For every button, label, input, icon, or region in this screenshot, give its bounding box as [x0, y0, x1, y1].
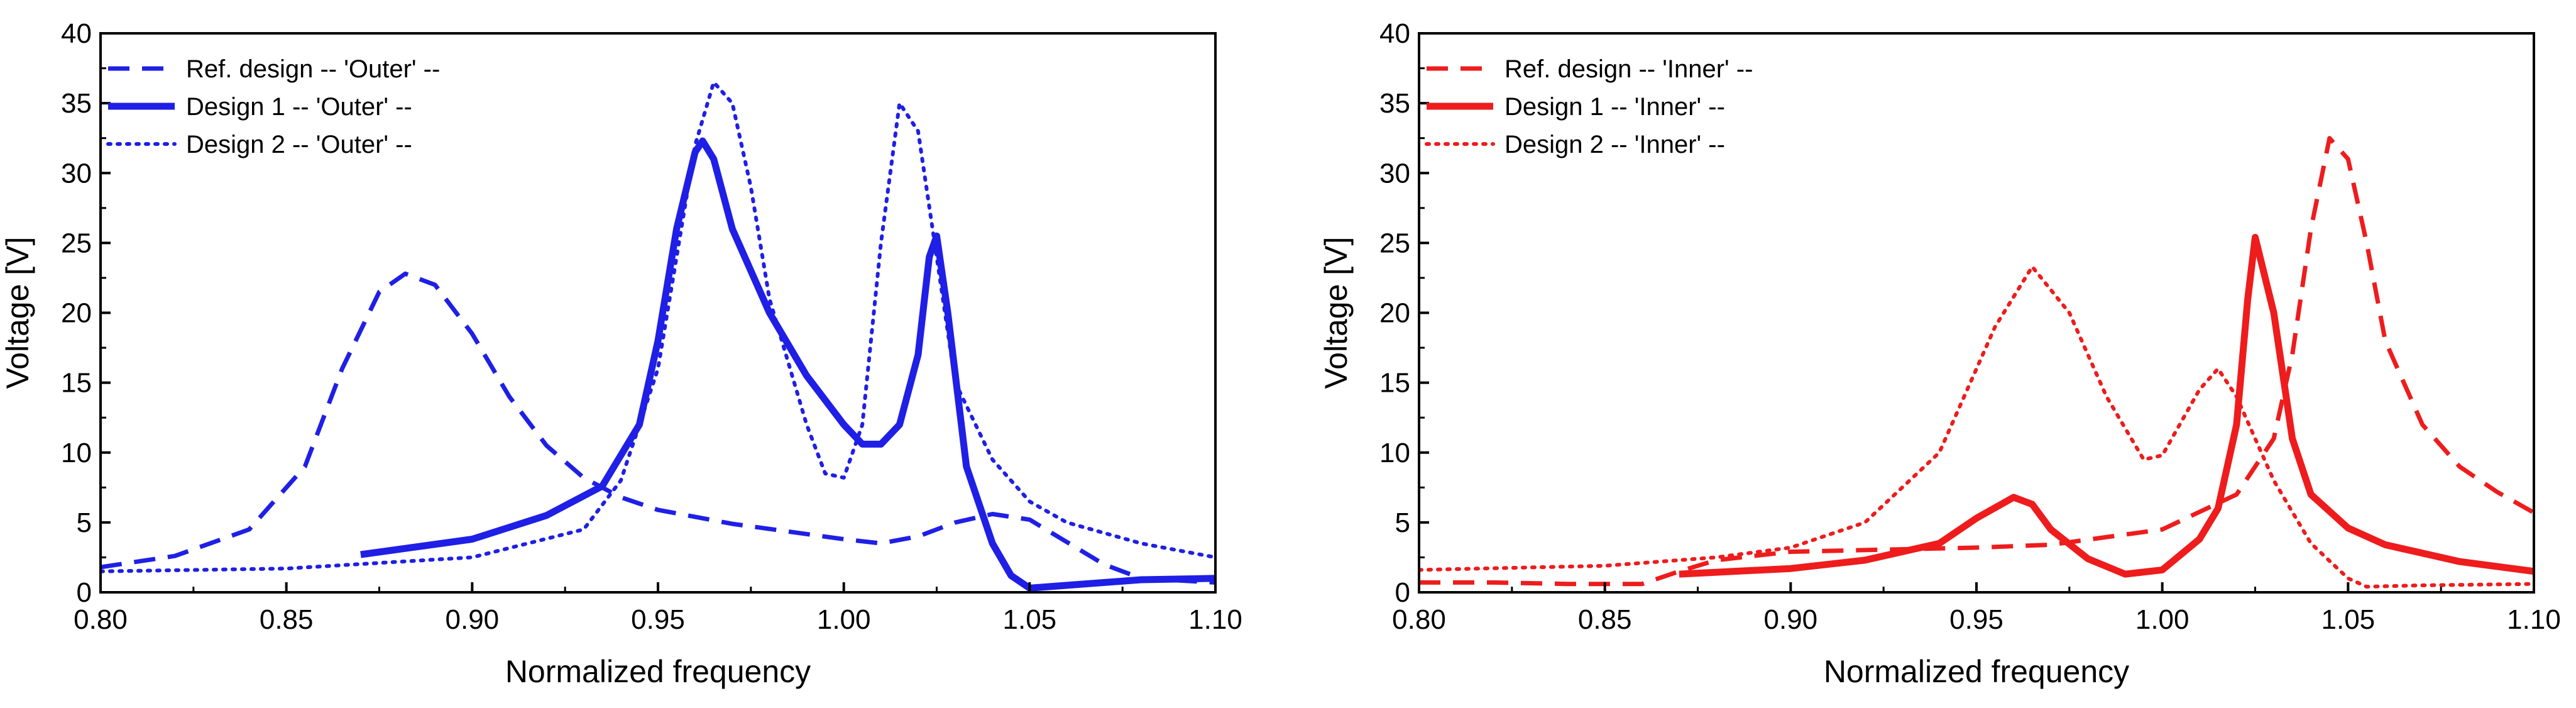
legend: Ref. design -- 'Outer' -- Design 1 -- 'Ou…	[106, 55, 440, 158]
y-axis-title: Voltage [V]	[1318, 237, 1354, 389]
y-tick-label: 30	[61, 158, 92, 189]
series-line-solid	[1679, 234, 2534, 578]
y-tick-label: 40	[1379, 18, 1410, 49]
x-tick-label: 0.90	[446, 604, 500, 635]
x-tick-label: 0.90	[1764, 604, 1818, 635]
series-group	[101, 80, 1215, 592]
y-tick-label: 5	[1395, 507, 1410, 538]
y-tick-label: 30	[1379, 158, 1410, 189]
y-tick-label: 20	[61, 298, 92, 329]
legend-label: Design 1 -- 'Outer' --	[186, 93, 412, 121]
legend-label: Design 2 -- 'Outer' --	[186, 131, 412, 158]
y-tick-label: 10	[1379, 438, 1410, 468]
x-tick-label: 1.00	[2135, 604, 2190, 635]
x-tick-label: 0.80	[1392, 604, 1446, 635]
legend-label: Design 2 -- 'Inner' --	[1504, 131, 1725, 158]
y-tick-label: 15	[61, 368, 92, 399]
series-line-dashed	[101, 271, 1215, 585]
legend-label: Design 1 -- 'Inner' --	[1504, 93, 1725, 121]
y-tick-label: 0	[77, 577, 92, 608]
x-tick-label: 1.10	[2507, 604, 2561, 635]
series-line-dotted	[1419, 265, 2534, 589]
x-tick-label: 0.80	[74, 604, 128, 635]
chart-inner: 0.80 0.85 0.90 0.95 1.00 1.05 1.10 0 5 10 15 20 25 30…	[1318, 18, 2561, 689]
x-axis-title: Normalized frequency	[1824, 654, 2129, 689]
x-tick-label: 1.05	[1003, 604, 1057, 635]
series-group	[1419, 136, 2534, 589]
y-tick-label: 15	[1379, 368, 1410, 399]
series-line-solid	[360, 137, 1215, 592]
series-line-dashed	[1419, 136, 2534, 587]
y-tick-label: 25	[61, 228, 92, 258]
y-tick-label: 35	[61, 88, 92, 119]
legend: Ref. design -- 'Inner' -- Design 1 -- 'In…	[1425, 55, 1753, 158]
x-tick-label: 0.95	[1949, 604, 2003, 635]
y-tick-label: 10	[61, 438, 92, 468]
x-tick-label: 1.00	[817, 604, 871, 635]
y-tick-label: 40	[61, 18, 92, 49]
y-tick-label: 0	[1395, 577, 1410, 608]
series-line-dotted	[101, 80, 1215, 573]
y-tick-label: 25	[1379, 228, 1410, 258]
x-tick-label: 1.05	[2321, 604, 2376, 635]
y-tick-label: 20	[1379, 298, 1410, 329]
chart-outer: 0.80 0.85 0.90 0.95 1.00 1.05 1.10 0 5 10 15 20 25 30…	[0, 18, 1242, 689]
y-tick-label: 5	[77, 507, 92, 538]
y-tick-label: 35	[1379, 88, 1410, 119]
y-axis-title: Voltage [V]	[0, 237, 35, 389]
x-axis-title: Normalized frequency	[505, 654, 811, 689]
legend-label: Ref. design -- 'Inner' --	[1504, 55, 1753, 83]
x-tick-label: 0.85	[260, 604, 314, 635]
x-tick-label: 0.85	[1578, 604, 1632, 635]
x-tick-label: 1.10	[1188, 604, 1242, 635]
legend-label: Ref. design -- 'Outer' --	[186, 55, 440, 83]
x-tick-label: 0.95	[631, 604, 685, 635]
